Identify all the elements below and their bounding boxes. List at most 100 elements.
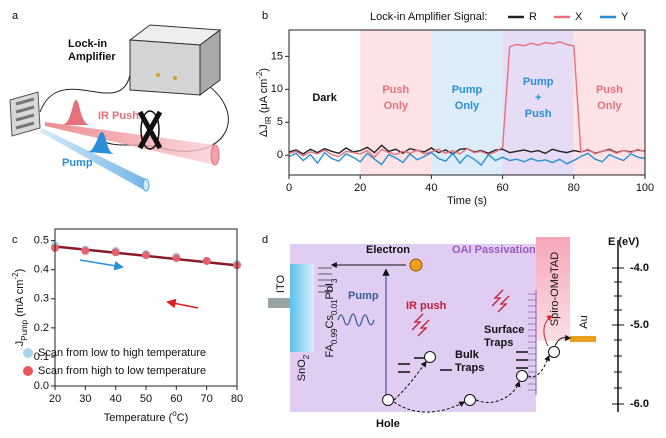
perovskite-label-part: FA (324, 343, 336, 357)
legend-label: X (575, 11, 583, 23)
region-label: Push (382, 84, 409, 96)
ir-push-label: IR push (406, 300, 447, 312)
y-axis-label-part: ΔJ (258, 124, 270, 137)
series-line (288, 41, 646, 159)
au-label: Au (578, 315, 590, 328)
y-tick-label: 10 (271, 83, 283, 95)
perovskite-label-part: 3 (330, 278, 339, 283)
bulk-traps-label: Bulk (455, 349, 480, 361)
surface-traps-label: Traps (484, 337, 513, 349)
lock-in-label: Lock-in (68, 38, 107, 50)
y-tick-label: 0.5 (34, 235, 49, 247)
schematic-d (268, 237, 624, 413)
x-axis-label-part: Temperature ( (104, 412, 173, 424)
x-tick-label: 30 (79, 393, 91, 405)
panel-label: b (262, 10, 268, 22)
x-tick-label: 60 (170, 393, 182, 405)
perovskite-label-part: Cs (324, 315, 336, 329)
x-tick-label: 20 (354, 182, 366, 194)
region-label: Pump (452, 84, 483, 96)
x-tick-label: 20 (49, 393, 61, 405)
region-label: Push (525, 108, 552, 120)
hole-label: Hole (376, 418, 400, 430)
sno2-label: SnO2 (296, 354, 311, 381)
electron-label: Electron (366, 244, 410, 256)
y-axis-label-part: (mA cm (14, 280, 26, 320)
y-axis-label-part: ) (258, 68, 270, 72)
y-axis-label-part: J (14, 341, 26, 347)
panel-label: a (12, 10, 19, 22)
perovskite-label-part: PbI (324, 283, 336, 300)
y-axis-label-part: -2 (11, 272, 20, 280)
x-tick-label: 80 (231, 393, 243, 405)
ir-push-label: IR Push (98, 110, 139, 122)
legend-label: Y (621, 11, 629, 23)
pump-label: Pump (348, 290, 379, 302)
x-tick-label: 100 (636, 182, 654, 194)
y-tick-label: 0 (277, 149, 283, 161)
energy-level: -5.0 (630, 319, 649, 331)
x-axis-label: Time (s) (447, 195, 487, 207)
schematic-a (9, 24, 229, 192)
y-axis-label: ΔJIR (μA cm-2) (255, 68, 273, 137)
series-line (288, 151, 646, 167)
y-axis-label-part: ) (14, 269, 26, 273)
pump-label: Pump (62, 157, 93, 169)
y-tick-label: 0.1 (34, 351, 49, 363)
x-tick-label: 0 (286, 182, 292, 194)
y-axis-label-part: IR (264, 116, 273, 124)
y-tick-label: 0.4 (34, 264, 49, 276)
region-label: Pump (523, 76, 554, 88)
y-axis-label-part: -2 (255, 71, 264, 79)
region-label: Dark (312, 92, 337, 104)
trend-arrow (166, 298, 199, 309)
plot-frame (288, 29, 646, 176)
energy-level: -6.0 (630, 398, 649, 410)
x-tick-label: 80 (568, 182, 580, 194)
y-axis-label-part: (μA cm (258, 79, 270, 117)
region-label: Push (596, 84, 623, 96)
energy-axis-label: E (eV) (608, 236, 640, 248)
x-tick-label: 70 (201, 393, 213, 405)
panel-label: d (262, 234, 268, 246)
x-tick-label: 40 (425, 182, 437, 194)
bulk-traps-label: Traps (455, 362, 484, 374)
y-axis-label: JPump (mA cm-2) (11, 269, 29, 347)
perovskite-label: FA0.99Cs0.01PbI3 (324, 278, 339, 358)
scatter-point (202, 256, 211, 265)
scatter-point (111, 248, 120, 257)
region-label: Only (384, 100, 409, 112)
region-label: Only (597, 100, 622, 112)
y-tick-label: 15 (271, 50, 283, 62)
perovskite-label-part: 0.99 (330, 328, 339, 344)
x-tick-label: 40 (110, 393, 122, 405)
legend-label: Scan from low to high temperature (38, 347, 206, 359)
region-label: Only (455, 100, 480, 112)
surface-traps-label: Surface (484, 324, 524, 336)
y-tick-label: 5 (277, 116, 283, 128)
x-tick-label: 60 (496, 182, 508, 194)
scatter-point (81, 246, 90, 255)
spiro-label: Spiro-OMeTAD (549, 252, 561, 326)
sno2-label-part: SnO (296, 359, 308, 381)
perovskite-label-part: 0.01 (330, 299, 339, 315)
oai-label: OAI Passivation (452, 244, 536, 256)
scatter-point (172, 254, 181, 263)
legend-marker (23, 366, 33, 376)
sno2-label-part: 2 (302, 354, 311, 359)
x-axis-label-part: C) (177, 412, 189, 424)
region-label: + (535, 92, 541, 104)
y-axis-label-part: Pump (20, 319, 29, 340)
x-axis-label: Temperature (oC) (104, 409, 189, 424)
y-tick-label: 0.3 (34, 293, 49, 305)
y-tick-label: 0.2 (34, 322, 49, 334)
panel-label: c (12, 234, 18, 246)
y-tick-label: 0.0 (34, 380, 49, 392)
x-tick-label: 50 (140, 393, 152, 405)
x-axis-label-part: o (172, 409, 177, 418)
legend-title: Lock-in Amplifier Signal: (370, 11, 487, 23)
legend-marker (23, 348, 33, 358)
lock-in-label: Amplifier (68, 51, 116, 63)
energy-level: -4.0 (630, 262, 649, 274)
